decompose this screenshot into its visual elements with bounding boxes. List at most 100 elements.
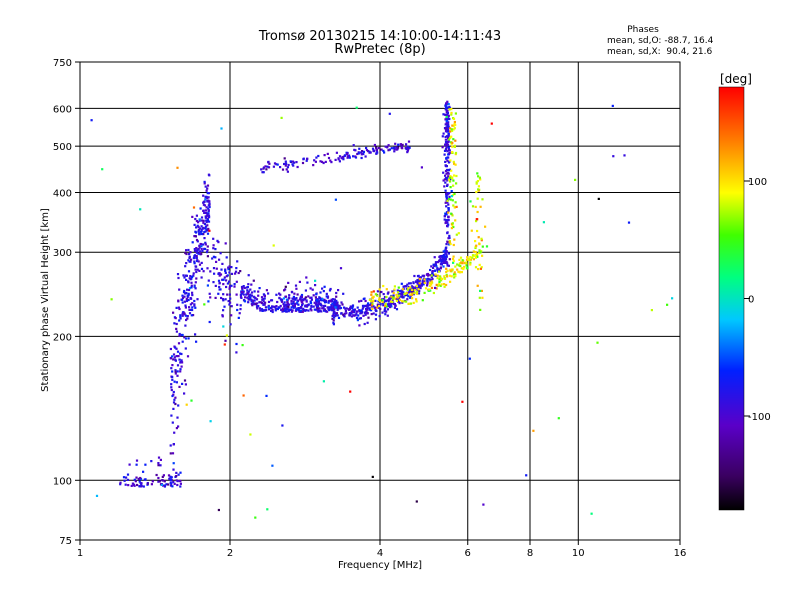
data-point <box>207 204 210 207</box>
data-point <box>263 303 266 306</box>
data-point <box>431 270 434 273</box>
data-point <box>190 399 193 402</box>
data-point <box>479 267 482 270</box>
data-point <box>430 278 433 282</box>
data-point <box>260 301 263 304</box>
data-point <box>183 295 186 298</box>
data-point <box>435 283 438 286</box>
data-point <box>446 142 449 146</box>
data-point <box>235 351 238 354</box>
data-point <box>335 295 338 298</box>
data-point <box>452 225 455 229</box>
data-point <box>377 147 381 150</box>
data-point <box>157 456 161 459</box>
data-point <box>447 252 450 255</box>
data-point <box>170 367 173 370</box>
data-point <box>332 314 335 317</box>
data-point <box>307 309 310 312</box>
data-point <box>337 289 340 292</box>
data-point <box>223 305 226 308</box>
data-point <box>175 381 178 384</box>
data-point <box>184 292 187 295</box>
data-point <box>395 294 398 297</box>
data-point <box>178 334 181 337</box>
data-point <box>439 259 442 262</box>
data-point <box>175 330 178 333</box>
data-point <box>184 265 187 268</box>
data-point <box>150 483 153 486</box>
data-point <box>370 300 373 303</box>
data-point <box>161 475 164 478</box>
data-point <box>385 295 388 299</box>
data-point <box>623 154 626 157</box>
data-point <box>204 209 207 212</box>
data-point <box>331 317 334 320</box>
data-point <box>313 301 316 304</box>
data-point <box>281 424 284 427</box>
data-point <box>451 176 454 179</box>
data-point <box>450 195 453 198</box>
data-point <box>478 296 481 299</box>
data-point <box>449 180 452 183</box>
data-point <box>186 317 189 320</box>
data-point <box>384 145 387 148</box>
data-point <box>195 231 198 234</box>
data-point <box>438 270 441 273</box>
data-point <box>350 310 353 313</box>
data-point <box>363 311 367 314</box>
data-point <box>371 300 374 303</box>
data-point <box>454 163 457 166</box>
data-point <box>301 302 304 305</box>
data-point <box>437 282 441 285</box>
data-point <box>300 301 304 304</box>
data-point <box>344 309 347 313</box>
data-point <box>202 194 205 197</box>
data-point <box>410 288 413 291</box>
data-point <box>259 309 262 312</box>
data-point <box>249 298 252 301</box>
data-point <box>196 268 199 271</box>
data-point <box>248 294 251 297</box>
data-point <box>212 255 215 258</box>
data-point <box>179 317 182 320</box>
data-point <box>291 302 295 305</box>
data-point <box>171 355 174 358</box>
data-point <box>280 308 283 311</box>
data-point <box>267 166 271 169</box>
data-point <box>323 309 326 312</box>
data-point <box>452 138 455 141</box>
y-tick-label: 600 <box>53 104 72 115</box>
data-point <box>242 285 245 288</box>
data-point <box>440 277 444 280</box>
data-point <box>195 219 198 223</box>
data-point <box>172 481 175 484</box>
data-point <box>416 292 419 295</box>
data-point <box>325 292 328 295</box>
data-point <box>276 307 279 311</box>
data-point <box>181 311 185 314</box>
data-point <box>309 300 312 303</box>
data-point <box>215 267 218 270</box>
data-point <box>194 333 197 336</box>
data-point <box>446 224 449 227</box>
data-point <box>275 293 278 296</box>
data-point <box>370 302 373 305</box>
data-point <box>228 271 231 274</box>
data-point <box>457 232 460 235</box>
data-point <box>444 246 447 250</box>
data-point <box>343 312 346 315</box>
data-point <box>409 286 412 289</box>
data-point <box>187 337 190 340</box>
data-point <box>451 145 454 148</box>
data-point <box>229 297 232 300</box>
data-point <box>176 350 180 353</box>
data-point <box>184 251 187 255</box>
data-point <box>327 301 330 304</box>
data-point <box>444 160 447 163</box>
data-point <box>391 290 394 293</box>
data-point <box>309 301 313 304</box>
data-point <box>471 254 475 257</box>
data-point <box>471 205 475 208</box>
data-point <box>291 291 294 294</box>
data-point <box>466 266 469 269</box>
